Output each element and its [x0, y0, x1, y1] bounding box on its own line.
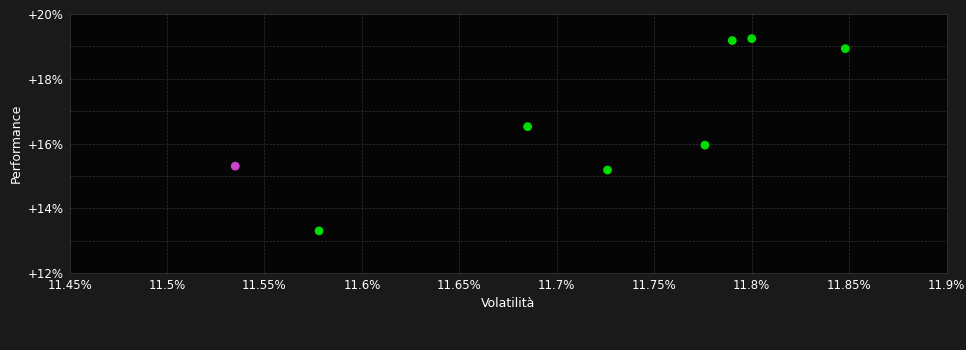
Point — [228, 163, 243, 169]
Point — [724, 38, 740, 43]
Point — [311, 228, 327, 234]
X-axis label: Volatilità: Volatilità — [481, 297, 535, 310]
Point — [697, 142, 713, 148]
Point — [600, 167, 615, 173]
Point — [520, 124, 535, 130]
Y-axis label: Performance: Performance — [10, 104, 22, 183]
Point — [838, 46, 853, 51]
Point — [744, 36, 759, 41]
